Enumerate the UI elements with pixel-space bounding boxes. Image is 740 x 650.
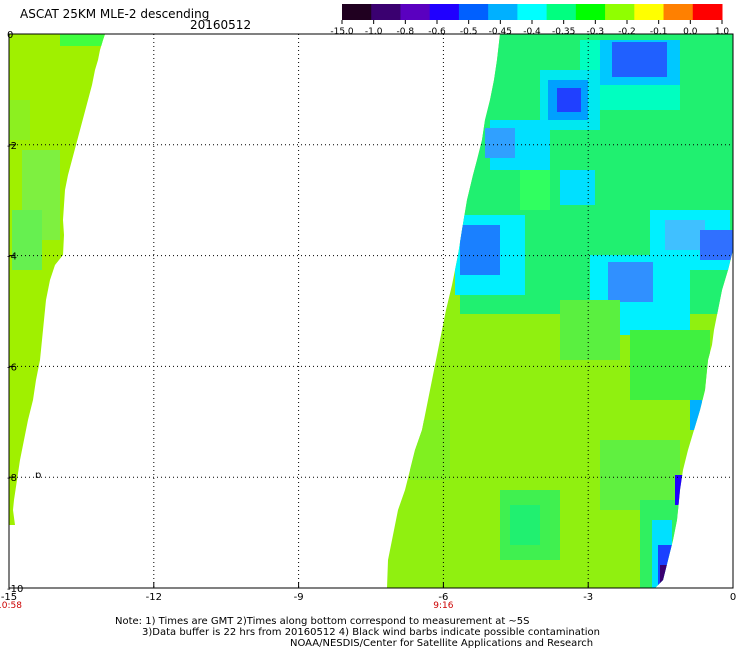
scatterometer-map: -15.0 -1.0 -0.8 -0.6 -0.5 -0.45 -0.4 -0.35 -0.3 -… <box>0 4 736 611</box>
y-tick-label: -2 <box>7 141 17 152</box>
x-tick-label: -3 <box>583 592 593 603</box>
map-date: 20160512 <box>190 18 252 32</box>
x-tick-label: -6 <box>438 592 448 603</box>
swath-east <box>387 34 733 588</box>
x-tick-label: -9 <box>294 592 304 603</box>
swath-time-label: 10:58 <box>0 601 22 611</box>
colorbar-label: -0.5 <box>460 27 478 37</box>
colorbar-label: -0.1 <box>650 27 668 37</box>
colorbar-label: -1.0 <box>365 27 383 37</box>
colorbar-swatch <box>546 4 577 20</box>
colorbar-label: 0.0 <box>683 27 698 37</box>
colorbar-label: -15.0 <box>330 27 354 37</box>
grid-lines <box>8 33 734 589</box>
colorbar-swatch <box>400 4 431 20</box>
x-axis: -15 -12 -9 -6 -3 0 <box>1 582 736 603</box>
colorbar-label: 1.0 <box>715 27 730 37</box>
swath-west <box>9 34 105 525</box>
x-tick-label: 0 <box>730 592 736 603</box>
colorbar-swatch <box>517 4 548 20</box>
colorbar-swatch <box>663 4 694 20</box>
colorbar-swatch <box>429 4 460 20</box>
note-line-1: Note: 1) Times are GMT 2)Times along bot… <box>115 616 530 627</box>
colorbar-swatch <box>692 4 723 20</box>
y-tick-label: 0 <box>7 30 13 41</box>
colorbar-label: -0.4 <box>523 27 541 37</box>
colorbar-swatch <box>488 4 518 20</box>
colorbar-label: -0.6 <box>428 27 446 37</box>
y-tick-label: -6 <box>7 362 17 373</box>
colorbar-label: -0.3 <box>587 27 605 37</box>
x-tick-label: -12 <box>146 592 162 603</box>
y-tick-label: -10 <box>7 584 23 595</box>
y-axis: 0 -2 -4 -6 -8 -10 <box>7 30 23 595</box>
map-title: ASCAT 25KM MLE-2 descending <box>20 7 210 21</box>
colorbar-swatch <box>458 4 489 20</box>
colorbar-swatch <box>371 4 401 20</box>
colorbar: -15.0 -1.0 -0.8 -0.6 -0.5 -0.45 -0.4 -0.35 -0.3 -… <box>330 4 729 37</box>
swath-time-label: 9:16 <box>433 601 453 611</box>
time-labels: 10:58 9:16 <box>0 601 454 611</box>
wind-barb-marker: ɒ <box>35 470 41 481</box>
y-tick-label: -4 <box>7 252 17 263</box>
x-tick-label: -15 <box>1 592 17 603</box>
colorbar-label: -0.8 <box>397 27 415 37</box>
colorbar-label: -0.2 <box>618 27 636 37</box>
colorbar-label: -0.35 <box>552 27 575 37</box>
colorbar-label: -0.45 <box>489 27 512 37</box>
colorbar-swatch <box>342 4 372 20</box>
colorbar-swatch <box>634 4 665 20</box>
note-credit: NOAA/NESDIS/Center for Satellite Applica… <box>290 638 594 649</box>
y-tick-label: -8 <box>7 473 17 484</box>
note-line-2: 3)Data buffer is 22 hrs from 20160512 4)… <box>142 627 600 638</box>
colorbar-swatch <box>605 4 635 20</box>
colorbar-swatch <box>575 4 606 20</box>
